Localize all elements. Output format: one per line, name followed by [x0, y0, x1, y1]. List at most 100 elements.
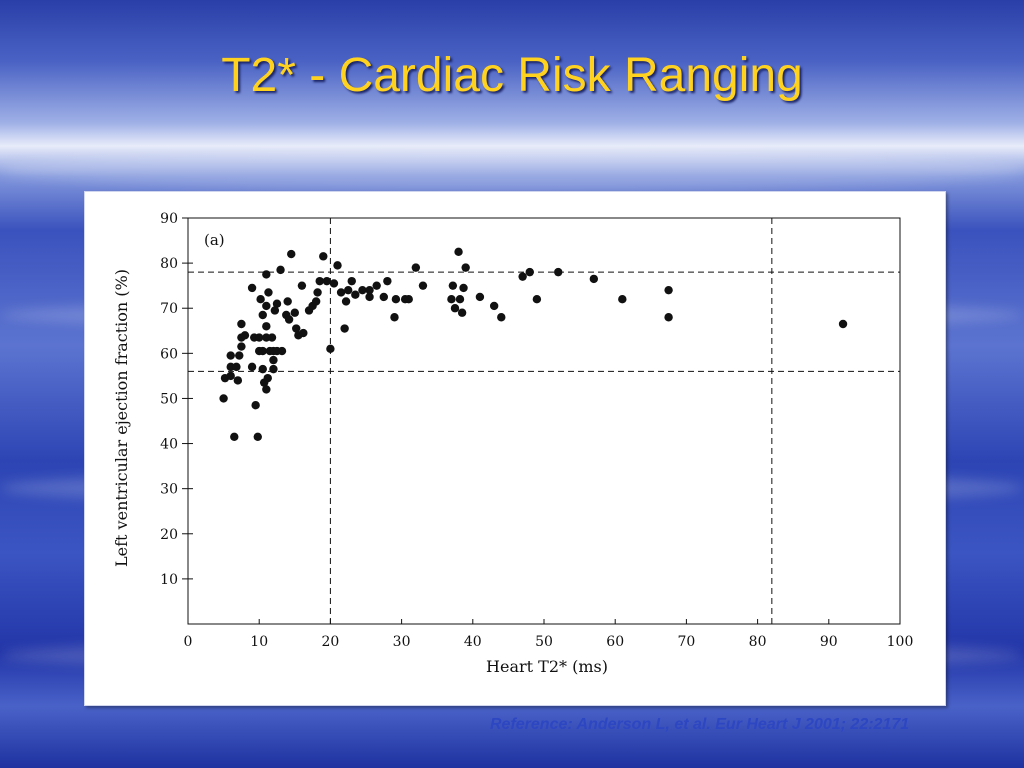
- x-tick-label: 100: [887, 634, 914, 650]
- data-point: [404, 295, 413, 304]
- data-point: [447, 295, 456, 304]
- panel-label: (a): [204, 231, 225, 249]
- y-tick-label: 30: [160, 482, 178, 498]
- y-tick-label: 50: [160, 391, 178, 407]
- data-point: [240, 331, 250, 340]
- data-point: [411, 263, 421, 272]
- x-tick-label: 30: [393, 634, 411, 650]
- data-point: [219, 394, 228, 403]
- slide-title: T2* - Cardiac Risk Ranging: [221, 49, 803, 102]
- x-tick-label: 40: [464, 634, 482, 650]
- plot-frame: [187, 217, 901, 625]
- data-point: [455, 295, 465, 304]
- data-point: [262, 301, 271, 311]
- data-point: [390, 313, 399, 322]
- data-point: [454, 247, 463, 257]
- data-point: [618, 295, 627, 304]
- data-point: [336, 288, 346, 297]
- x-tick-label: 90: [820, 634, 838, 650]
- data-point: [269, 364, 278, 374]
- y-tick-label: 80: [160, 256, 178, 272]
- data-point: [589, 274, 599, 284]
- data-point: [391, 295, 401, 304]
- data-point: [263, 373, 272, 383]
- data-point: [326, 344, 335, 354]
- data-point: [475, 292, 485, 302]
- x-axis-label: Heart T2* (ms): [486, 657, 608, 676]
- data-point: [329, 279, 339, 288]
- data-point: [358, 285, 367, 295]
- data-point: [272, 299, 282, 308]
- data-point: [457, 308, 467, 317]
- data-point: [251, 401, 260, 410]
- reference-citation: Reference: Anderson L, et al. Eur Heart …: [490, 716, 910, 733]
- x-tick-label: 0: [184, 634, 193, 650]
- data-point: [379, 292, 388, 302]
- data-point: [255, 333, 264, 342]
- data-point: [262, 322, 271, 331]
- data-point: [365, 292, 374, 302]
- data-point: [518, 272, 527, 281]
- data-point: [333, 261, 342, 270]
- y-tick-label: 10: [160, 572, 178, 588]
- data-point: [365, 285, 374, 295]
- data-point: [313, 288, 322, 297]
- data-point: [347, 276, 356, 286]
- data-point: [664, 285, 673, 295]
- x-tick-label: 50: [535, 634, 553, 650]
- data-point: [262, 270, 271, 279]
- data-point: [297, 281, 307, 290]
- data-point: [372, 281, 381, 290]
- y-tick-label: 60: [160, 346, 178, 362]
- data-point: [262, 385, 271, 394]
- x-tick-label: 80: [749, 634, 767, 650]
- data-point: [489, 301, 499, 311]
- data-point: [233, 376, 243, 385]
- data-point: [230, 432, 239, 441]
- data-point: [344, 285, 353, 295]
- data-point: [319, 252, 328, 261]
- data-point: [267, 333, 277, 342]
- data-point: [418, 281, 428, 290]
- data-point: [247, 283, 257, 293]
- scatter-chart: 0 10 20 30 40 50 60 70 80 90 100 10 20 30 40 50 60 70 80 9…: [112, 211, 914, 676]
- data-point: [525, 267, 534, 277]
- data-point: [450, 304, 460, 313]
- data-point: [247, 362, 257, 372]
- data-point: [497, 313, 506, 322]
- y-axis-label: Left ventricular ejection fraction (%): [112, 269, 131, 567]
- data-point: [232, 362, 241, 372]
- data-point: [258, 364, 267, 374]
- data-point: [341, 297, 351, 306]
- data-point: [311, 297, 321, 306]
- x-tick-label: 60: [606, 634, 624, 650]
- data-point: [264, 288, 273, 297]
- data-point: [226, 371, 235, 381]
- data-point: [290, 308, 299, 317]
- figure-panel: 0 10 20 30 40 50 60 70 80 90 100 10 20 30 40 50 60 70 80 9…: [84, 191, 946, 706]
- data-point: [226, 351, 235, 360]
- data-point: [283, 297, 292, 306]
- data-point: [461, 263, 470, 272]
- data-point: [258, 310, 267, 320]
- data-point: [322, 276, 332, 286]
- data-point: [287, 249, 296, 259]
- data-point: [284, 315, 294, 324]
- data-point: [258, 346, 267, 356]
- data-point: [459, 283, 468, 293]
- data-point: [276, 265, 285, 275]
- data-point: [292, 324, 301, 333]
- data-point: [448, 281, 458, 290]
- y-tick-label: 20: [160, 527, 178, 543]
- y-tick-label: 70: [160, 301, 178, 317]
- data-point: [351, 290, 360, 299]
- data-point: [237, 342, 246, 351]
- x-tick-label: 20: [321, 634, 339, 650]
- x-tick-label: 10: [250, 634, 268, 650]
- y-tick-label: 90: [160, 211, 178, 227]
- data-point: [256, 295, 265, 304]
- data-point: [253, 432, 262, 441]
- data-point: [532, 295, 542, 304]
- data-point: [237, 319, 246, 329]
- data-point: [340, 324, 349, 333]
